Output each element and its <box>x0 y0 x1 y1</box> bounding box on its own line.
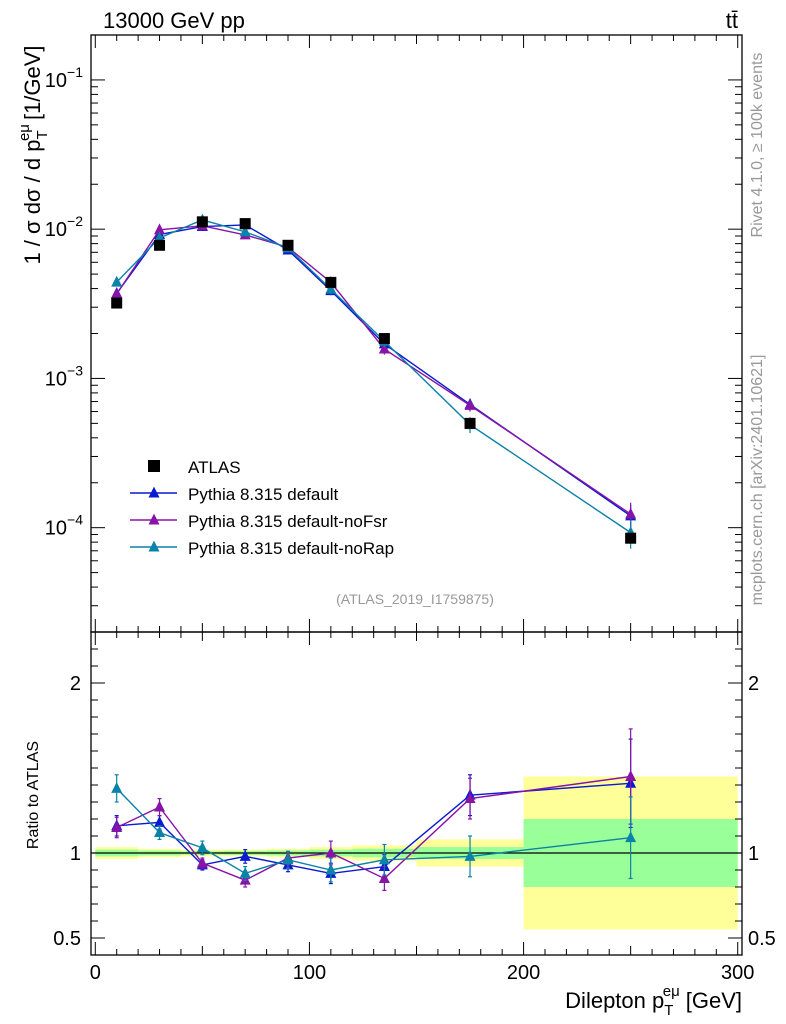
main-y-axis-label: 1 / σ dσ / d pTeμ[1/GeV] <box>16 45 51 264</box>
series-marker <box>464 398 476 410</box>
series-marker <box>625 507 637 519</box>
analysis-label: (ATLAS_2019_I1759875) <box>336 591 494 607</box>
ratio-tick-label-right: 2 <box>748 673 759 695</box>
series-marker <box>154 231 166 243</box>
data-point <box>325 276 337 288</box>
y-tick-label: 10−1 <box>45 64 83 92</box>
ratio-marker <box>625 770 637 781</box>
rivet-label: Rivet 4.1.0, ≥ 100k events <box>749 53 766 238</box>
ratio-marker <box>154 815 166 827</box>
legend-marker-0 <box>148 486 160 498</box>
ratio-tick-label-right: 0.5 <box>748 928 776 950</box>
legend-label-1: Pythia 8.315 default-noFsr <box>188 512 388 531</box>
ratio-marker <box>196 841 208 853</box>
legend-marker-data <box>148 460 160 472</box>
ratio-marker <box>239 849 251 861</box>
ratio-marker <box>239 866 251 878</box>
series-marker <box>378 342 390 354</box>
y-tick-label: 10−2 <box>45 213 83 241</box>
y-tick-label: 10−4 <box>45 512 83 540</box>
ratio-marker <box>111 821 123 832</box>
ratio-marker <box>196 856 208 868</box>
legend-label-0: Pythia 8.315 default <box>188 485 339 504</box>
data-point <box>378 333 390 345</box>
series-marker <box>325 282 337 294</box>
series-marker <box>111 287 123 299</box>
series-marker <box>111 275 123 287</box>
x-tick-label: 0 <box>90 962 101 984</box>
ratio-marker <box>325 863 337 875</box>
ratio-tick-label-left: 0.5 <box>53 928 81 950</box>
x-axis-label: Dilepton pTeμ [GeV] <box>565 983 742 1019</box>
legend-label-2: Pythia 8.315 default-noRap <box>188 539 394 558</box>
legend-marker-2 <box>148 540 160 552</box>
ratio-marker <box>464 849 476 861</box>
ratio-marker <box>378 872 390 883</box>
ratio-y-axis-label: Ratio to ATLAS <box>25 741 42 849</box>
ratio-marker <box>282 853 294 865</box>
ratio-marker <box>154 826 166 838</box>
legend-marker-1 <box>148 513 160 525</box>
ratio-marker <box>378 853 390 865</box>
data-point <box>282 239 294 251</box>
data-point <box>239 218 251 230</box>
mcplots-label: mcplots.cern.ch [arXiv:2401.10621] <box>749 355 766 606</box>
process-label: tt̄ <box>726 8 738 33</box>
data-point <box>111 297 123 309</box>
ratio-marker <box>111 781 123 793</box>
ratio-tick-label-left: 1 <box>70 843 81 865</box>
data-point <box>196 216 208 228</box>
y-tick-label: 10−3 <box>45 362 83 390</box>
data-point <box>154 239 166 251</box>
data-point <box>464 417 476 429</box>
x-tick-label: 200 <box>507 962 540 984</box>
ratio-marker <box>464 792 476 804</box>
ratio-marker <box>154 800 166 812</box>
data-point <box>625 532 637 544</box>
energy-label: 13000 GeV pp <box>103 8 245 33</box>
x-tick-label: 100 <box>293 962 326 984</box>
ratio-tick-label-left: 2 <box>70 673 81 695</box>
ratio-marker <box>625 831 637 843</box>
x-tick-label: 300 <box>721 962 754 984</box>
legend-label-data: ATLAS <box>188 458 241 477</box>
series-marker <box>239 225 251 237</box>
series-marker <box>154 223 166 235</box>
ratio-tick-label-right: 1 <box>748 843 759 865</box>
ratio-marker <box>325 846 337 858</box>
